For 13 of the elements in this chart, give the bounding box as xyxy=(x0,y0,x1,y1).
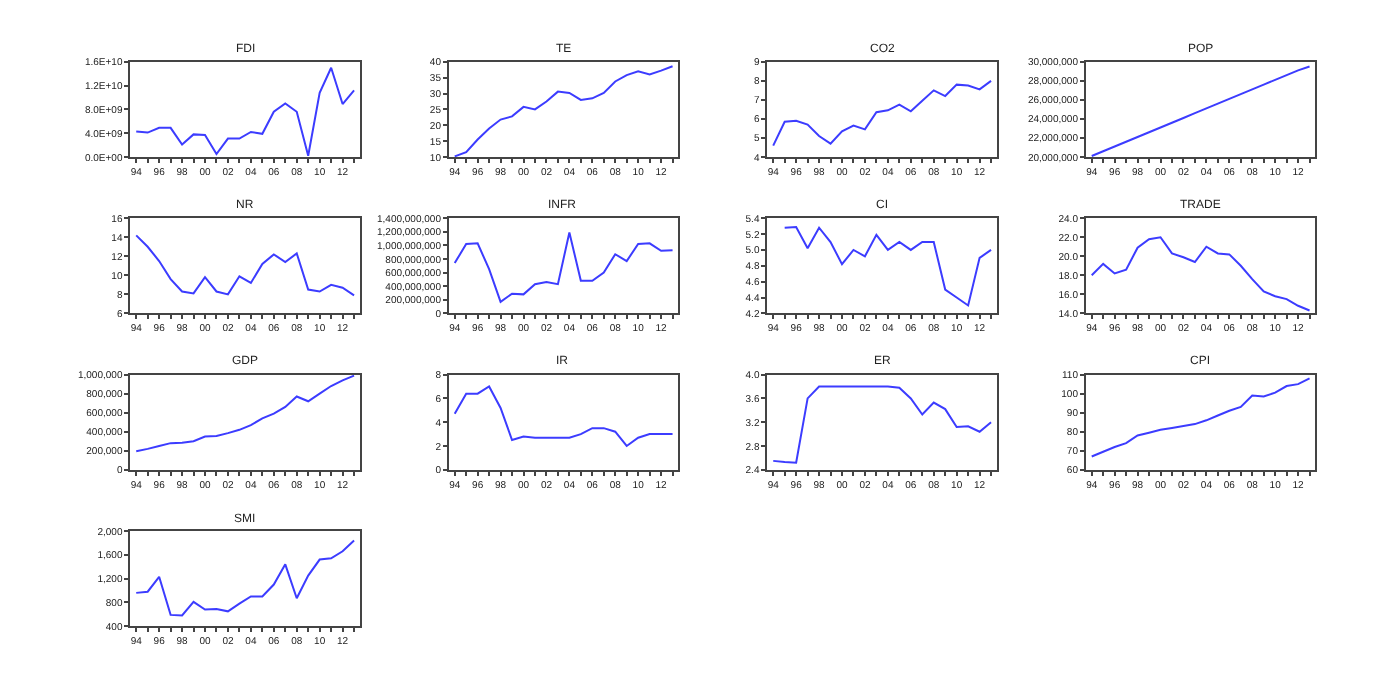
line-series xyxy=(772,385,993,464)
line-series xyxy=(453,65,674,157)
line-series xyxy=(135,66,356,157)
line-series xyxy=(1090,377,1311,458)
line-series xyxy=(1090,65,1311,157)
line-series xyxy=(453,385,674,447)
line-series xyxy=(783,225,993,307)
line-series xyxy=(772,79,993,147)
line-series xyxy=(453,231,674,303)
line-series xyxy=(135,234,356,297)
line-series xyxy=(1090,236,1311,312)
line-series xyxy=(135,539,356,617)
line-series xyxy=(135,374,356,453)
